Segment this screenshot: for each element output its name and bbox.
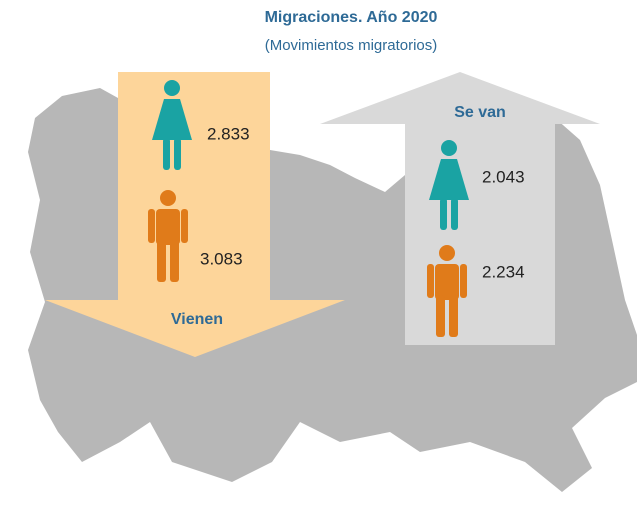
title: Migraciones. Año 2020 xyxy=(265,9,438,26)
outgoing-women: 2.043 xyxy=(482,167,525,186)
incoming-label: Vienen xyxy=(171,311,223,328)
subtitle: (Movimientos migratorios) xyxy=(265,37,438,54)
outgoing-label: Se van xyxy=(454,104,506,121)
outgoing-men: 2.234 xyxy=(482,262,525,281)
arrow-out xyxy=(320,72,600,345)
arrow-in xyxy=(45,72,345,357)
incoming-men: 3.083 xyxy=(200,249,243,268)
incoming-women: 2.833 xyxy=(207,124,250,143)
